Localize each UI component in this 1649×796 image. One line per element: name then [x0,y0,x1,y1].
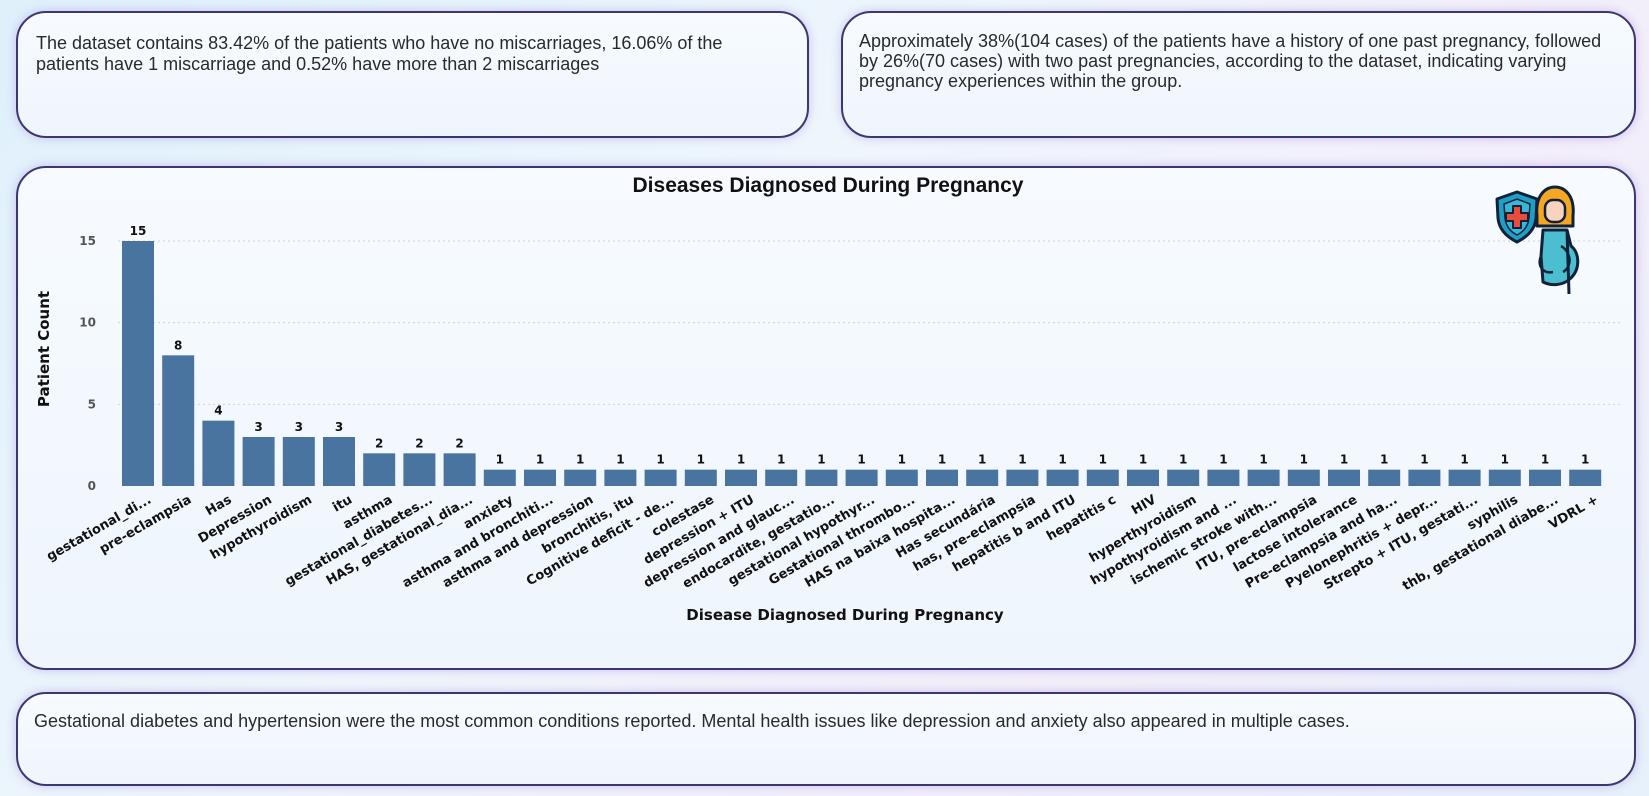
bar [684,469,717,486]
bar [524,469,556,486]
common-conditions-text: Gestational diabetes and hypertension we… [34,711,1350,731]
data-label: 3 [254,420,262,434]
data-label: 1 [737,453,745,467]
data-label: 1 [697,453,705,467]
data-label: 1 [1460,453,1468,467]
x-tick-label: itu [330,492,355,515]
data-label: 2 [415,436,423,450]
data-label: 1 [1179,453,1187,467]
bar [1529,469,1561,486]
bar [805,469,838,486]
bar [1569,469,1602,486]
data-label: 1 [1099,453,1107,467]
data-label: 1 [1219,453,1227,467]
data-label: 1 [1058,453,1066,467]
bar [926,469,958,486]
data-label: 1 [1300,453,1308,467]
data-label: 1 [1380,453,1388,467]
data-label: 1 [817,453,825,467]
bar [282,437,315,486]
bar [966,469,999,486]
data-label: 1 [938,453,946,467]
bar [845,469,878,486]
data-label: 1 [1018,453,1026,467]
bar [1247,469,1280,486]
x-axis-label: Disease Diagnosed During Pregnancy [686,606,1004,624]
data-label: 1 [536,453,544,467]
bar [162,355,195,486]
bar [122,241,154,486]
data-label: 1 [1139,453,1147,467]
data-label: 1 [576,453,584,467]
data-label: 1 [1541,453,1549,467]
bar [1046,469,1079,486]
common-conditions-card: Gestational diabetes and hypertension we… [16,692,1636,786]
y-axis-label: Patient Count [35,291,53,407]
bar [323,437,355,486]
y-tick-label: 15 [79,234,96,248]
data-label: 1 [1501,453,1509,467]
bar [885,469,918,486]
data-label: 3 [335,420,343,434]
data-label: 8 [174,338,182,352]
bar [725,469,757,486]
bar [202,420,235,486]
bar [363,453,396,486]
pregnancy-history-text: Approximately 38%(104 cases) of the pati… [859,31,1602,91]
data-label: 4 [214,404,222,418]
bar [564,469,597,486]
bar [1006,469,1039,486]
bar [1408,469,1441,486]
bar [1328,469,1360,486]
data-label: 3 [295,420,303,434]
diseases-chart-card: Diseases Diagnosed During Pregnancy Pati… [16,166,1636,670]
pregnancy-history-card: Approximately 38%(104 cases) of the pati… [841,11,1636,138]
diseases-bar-chart: Diseases Diagnosed During Pregnancy Pati… [35,174,1622,624]
data-label: 2 [455,436,463,450]
bar [604,469,637,486]
data-label: 1 [1340,453,1348,467]
shield-cross-icon [1495,190,1539,244]
data-label: 1 [496,453,504,467]
data-label: 1 [616,453,624,467]
bar [765,469,798,486]
bar [1167,469,1200,486]
bar [483,469,516,486]
chart-title: Diseases Diagnosed During Pregnancy [633,174,1024,197]
bar [1086,469,1119,486]
bar [644,469,677,486]
bar [1287,469,1320,486]
data-label: 1 [898,453,906,467]
data-label: 1 [1581,453,1589,467]
data-label: 1 [978,453,986,467]
data-label: 1 [857,453,865,467]
bar [1127,469,1159,486]
bar [242,437,275,486]
miscarriage-summary-card: The dataset contains 83.42% of the patie… [16,11,809,138]
bar [1448,469,1481,486]
bar [443,453,476,486]
bar [1207,469,1240,486]
y-tick-label: 5 [88,397,96,411]
data-label: 2 [375,436,383,450]
data-label: 1 [1420,453,1428,467]
miscarriage-summary-text: The dataset contains 83.42% of the patie… [36,33,723,74]
bar [1368,469,1401,486]
data-label: 15 [130,224,147,238]
data-label: 1 [656,453,664,467]
bar [1488,469,1521,486]
pregnant-woman-icon [1535,185,1580,295]
bar [403,453,436,486]
y-tick-label: 10 [79,316,96,330]
data-label: 1 [1259,453,1267,467]
y-tick-label: 0 [88,479,96,493]
data-label: 1 [777,453,785,467]
